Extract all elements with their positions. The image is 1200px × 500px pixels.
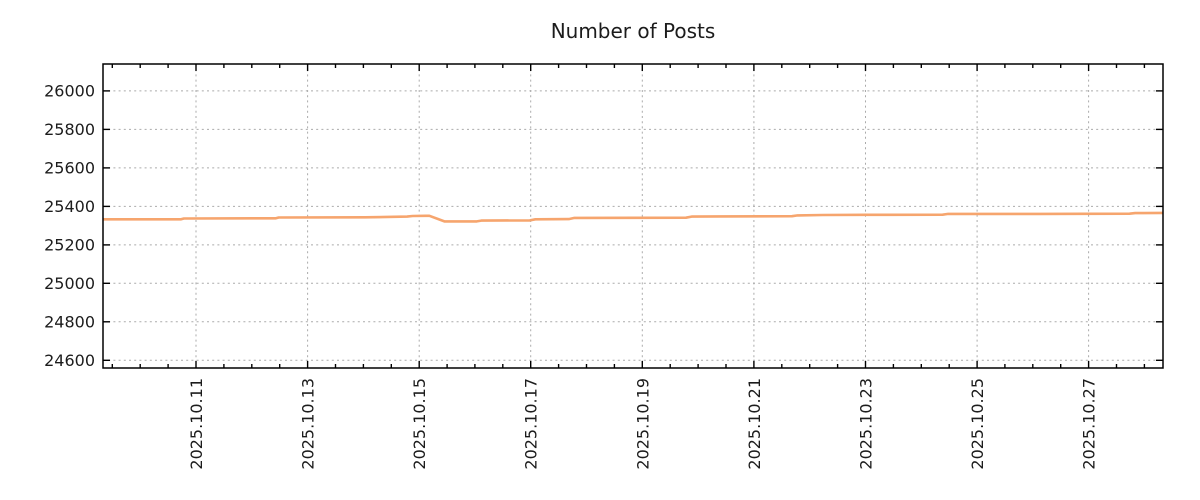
x-tick-label: 2025.10.11: [187, 378, 206, 470]
y-tick-label: 25000: [44, 274, 95, 293]
y-tick-label: 25200: [44, 235, 95, 254]
x-tick-label: 2025.10.17: [522, 378, 541, 470]
gridlines: [103, 64, 1163, 368]
posts-series-line: [103, 211, 1164, 223]
plot-border: [102, 63, 1164, 369]
chart-title: Number of Posts: [551, 19, 716, 43]
x-tick-label: 2025.10.27: [1080, 378, 1099, 470]
y-tick-label: 25800: [44, 120, 95, 139]
x-tick-label: 2025.10.21: [745, 378, 764, 470]
data-series: [103, 211, 1164, 223]
y-tick-label: 24800: [44, 312, 95, 331]
x-tick-label: 2025.10.25: [968, 378, 987, 470]
axis-labels: 24600 24800 25000 25200 25400 25600 25800 26000…: [44, 81, 1099, 469]
axes: [102, 63, 1164, 369]
y-tick-label: 26000: [44, 81, 95, 100]
x-tick-label: 2025.10.13: [299, 378, 318, 470]
y-tick-label: 24600: [44, 351, 95, 370]
x-tick-label: 2025.10.19: [633, 378, 652, 470]
y-tick-label: 25600: [44, 158, 95, 177]
x-tick-label: 2025.10.15: [410, 378, 429, 470]
x-tick-label: 2025.10.23: [857, 378, 876, 470]
y-tick-label: 25400: [44, 197, 95, 216]
